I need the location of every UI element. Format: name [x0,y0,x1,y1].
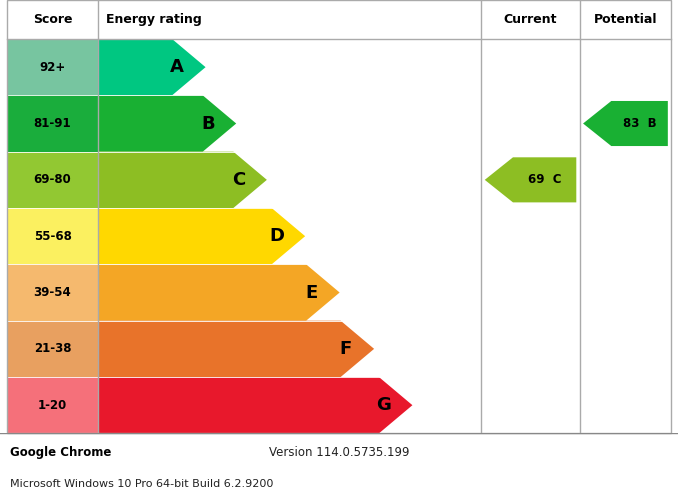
Text: 92+: 92+ [39,61,66,74]
Text: F: F [340,340,352,358]
Bar [7,39,98,95]
Text: B: B [201,115,214,132]
Bar [7,208,98,265]
Bar [7,377,98,433]
Bar [7,152,98,208]
Text: E: E [305,284,317,302]
Text: 55-68: 55-68 [34,229,71,242]
Text: 39-54: 39-54 [34,286,71,299]
Text: 21-38: 21-38 [34,342,71,355]
Text: 83  B: 83 B [623,117,656,130]
Text: 69-80: 69-80 [34,173,71,186]
Text: A: A [170,58,184,76]
Polygon shape [98,321,374,377]
Text: Potential: Potential [594,13,657,26]
Polygon shape [583,101,668,146]
Polygon shape [98,208,305,265]
Polygon shape [98,377,412,433]
Polygon shape [485,157,576,202]
Polygon shape [98,152,267,208]
Text: D: D [269,227,284,245]
Bar [7,95,98,152]
Polygon shape [98,39,205,95]
Text: Google Chrome: Google Chrome [10,446,112,459]
Text: Score: Score [33,13,73,26]
Text: Current: Current [504,13,557,26]
Text: G: G [376,396,391,414]
Text: 1-20: 1-20 [38,399,67,412]
Text: Version 114.0.5735.199: Version 114.0.5735.199 [268,446,410,459]
Text: 81-91: 81-91 [34,117,71,130]
Polygon shape [98,95,236,152]
Bar [7,321,98,377]
Polygon shape [98,265,340,321]
Text: 69  C: 69 C [528,173,561,186]
Bar [7,265,98,321]
Text: C: C [232,171,245,189]
Text: Microsoft Windows 10 Pro 64-bit Build 6.2.9200: Microsoft Windows 10 Pro 64-bit Build 6.… [10,479,273,489]
Text: Energy rating: Energy rating [106,13,202,26]
